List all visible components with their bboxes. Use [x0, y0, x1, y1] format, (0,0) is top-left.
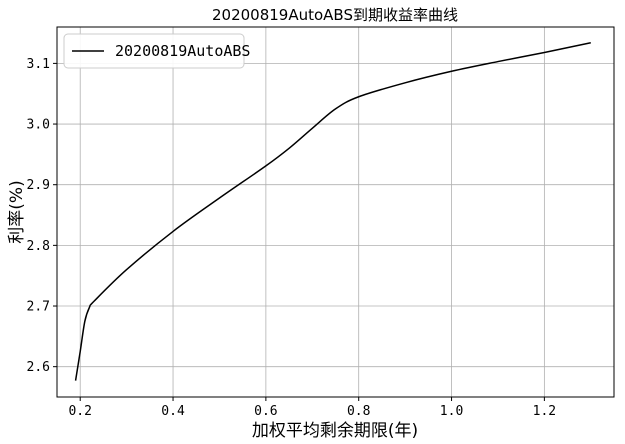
x-tick-label: 1.2: [533, 404, 556, 419]
plot-frame: [56, 26, 615, 398]
legend-box: [63, 33, 245, 69]
x-tick-label: 1.0: [440, 404, 463, 419]
y-tick-label: 2.9: [27, 178, 50, 193]
y-tick-label: 2.7: [27, 300, 50, 315]
y-tick-label: 3.1: [27, 57, 50, 72]
x-ticks: 0.2 0.4 0.6 0.8 1.0 1.2: [68, 397, 556, 419]
x-tick-label: 0.4: [161, 404, 185, 419]
grid: [57, 27, 614, 397]
y-tick-label: 2.6: [27, 360, 50, 375]
series-layer: [74, 42, 591, 381]
y-axis-label: 利率(%): [7, 180, 27, 243]
y-ticks: 2.6 2.7 2.8 2.9 3.0 3.1: [27, 57, 57, 375]
x-tick-label: 0.6: [254, 404, 277, 419]
legend-label: 20200819AutoABS: [115, 42, 250, 60]
x-axis-label: 加权平均剩余期限(年): [252, 421, 418, 441]
x-tick-label: 0.8: [347, 404, 370, 419]
chart-title: 20200819AutoABS到期收益率曲线: [212, 6, 458, 24]
legend: 20200819AutoABS: [63, 33, 250, 69]
y-tick-label: 2.8: [27, 239, 50, 254]
y-tick-label: 3.0: [27, 118, 50, 133]
series-line-20200819autoabs: [74, 42, 591, 381]
x-tick-label: 0.2: [68, 404, 91, 419]
